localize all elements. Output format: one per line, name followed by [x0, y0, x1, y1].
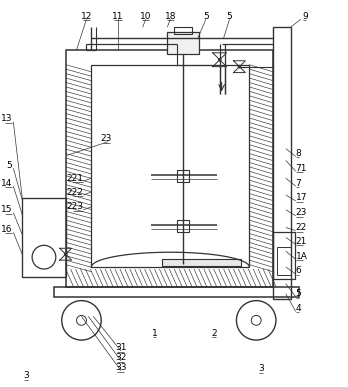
Text: 71: 71	[296, 164, 307, 173]
Text: 7: 7	[296, 179, 301, 188]
Text: 2: 2	[211, 329, 216, 338]
Text: 11: 11	[112, 12, 124, 21]
Text: 33: 33	[115, 363, 127, 372]
Circle shape	[64, 253, 67, 256]
Circle shape	[218, 58, 221, 61]
Text: 222: 222	[66, 188, 84, 197]
Bar	[174, 27, 192, 34]
Text: 18: 18	[165, 12, 176, 21]
Text: 5: 5	[7, 161, 13, 170]
Text: 23: 23	[101, 134, 112, 143]
Text: 5: 5	[296, 289, 301, 298]
Bar	[273, 27, 291, 299]
Text: 31: 31	[115, 344, 127, 353]
Text: 5: 5	[203, 12, 209, 21]
Text: 1A: 1A	[296, 252, 308, 261]
Bar	[91, 65, 249, 267]
Text: 10: 10	[140, 12, 151, 21]
Text: 223: 223	[66, 202, 84, 211]
Bar	[277, 247, 291, 275]
Bar	[177, 220, 189, 231]
Text: 23: 23	[296, 208, 307, 217]
Bar	[22, 198, 66, 277]
Bar	[177, 170, 189, 182]
Text: 5: 5	[227, 12, 232, 21]
Text: 3: 3	[23, 371, 29, 380]
Text: 6: 6	[296, 267, 301, 276]
Text: 9: 9	[303, 12, 308, 21]
Bar	[167, 32, 199, 54]
Bar	[54, 287, 299, 297]
Text: 13: 13	[1, 115, 13, 123]
Text: 21: 21	[296, 237, 307, 246]
Text: 16: 16	[1, 225, 13, 234]
Text: 8: 8	[296, 149, 301, 158]
Bar	[273, 231, 295, 279]
Text: 14: 14	[1, 179, 13, 188]
Text: 3: 3	[258, 364, 264, 373]
Text: 22: 22	[296, 223, 307, 232]
Text: 1: 1	[152, 329, 157, 338]
Text: 221: 221	[66, 174, 84, 183]
Text: 12: 12	[81, 12, 92, 21]
Text: 17: 17	[296, 194, 307, 202]
Circle shape	[238, 65, 241, 68]
Text: 15: 15	[1, 205, 13, 214]
Bar	[66, 50, 273, 287]
Bar	[163, 259, 242, 266]
Text: 4: 4	[296, 304, 301, 313]
Text: 32: 32	[115, 353, 127, 362]
